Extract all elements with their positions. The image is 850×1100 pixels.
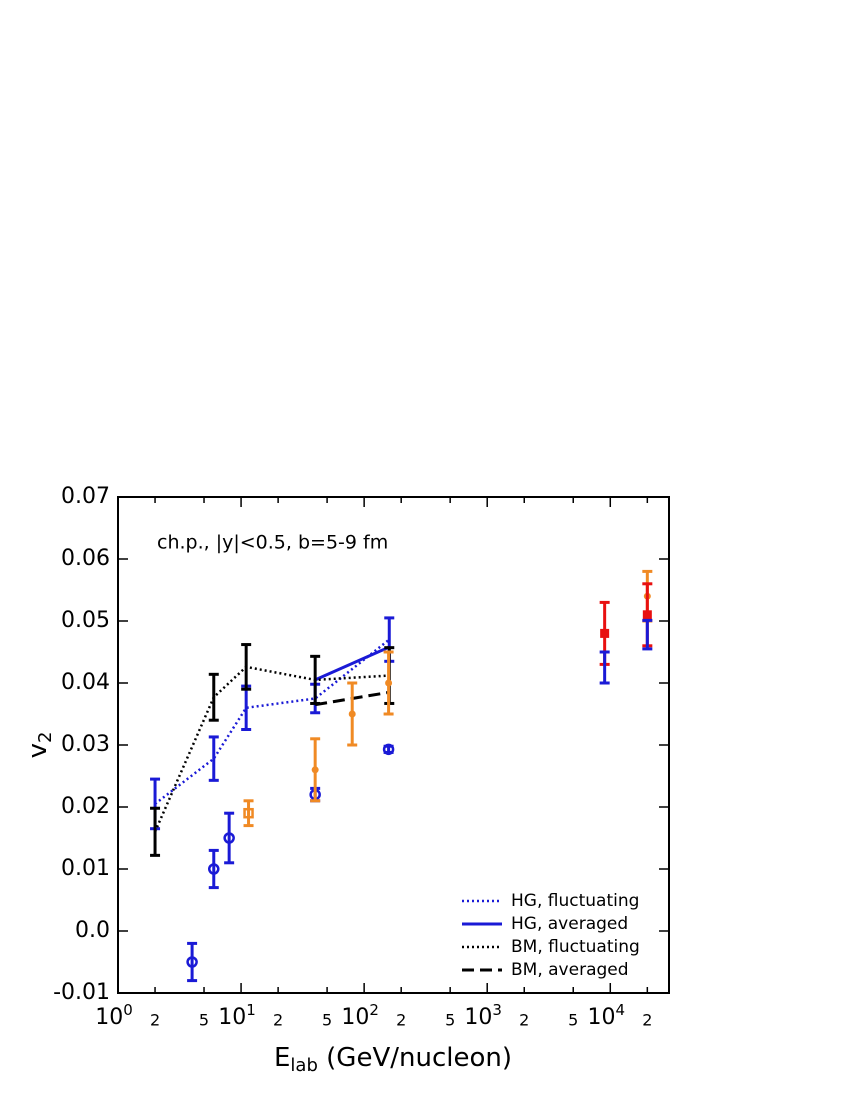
x-tick-label: 5: [568, 1011, 578, 1030]
error-bar: [243, 799, 254, 828]
x-tick-label: 5: [445, 1011, 455, 1030]
y-tick-label: 0.02: [61, 794, 110, 819]
x-tick-label: 101: [218, 1001, 256, 1031]
marker: [382, 743, 395, 756]
legend-label: BM, averaged: [511, 960, 629, 980]
error-bar: [208, 672, 219, 722]
error-bar: [187, 941, 198, 983]
legend-label: HG, averaged: [511, 914, 628, 934]
marker: [642, 610, 652, 620]
x-tick-label: 104: [588, 1001, 626, 1031]
x-tick-label: 5: [199, 1011, 209, 1030]
y-label-main: v: [23, 743, 53, 758]
x-tick-label: 2: [273, 1011, 283, 1030]
marker: [243, 807, 254, 819]
x-tick-label: 5: [322, 1011, 332, 1030]
x-tick-exponent: 0: [123, 1001, 133, 1019]
marker: [208, 863, 220, 875]
x-tick-label: 2: [642, 1011, 652, 1030]
error-bar: [599, 650, 610, 685]
x-tick-base: 10: [464, 1005, 492, 1030]
error-bar: [642, 618, 653, 651]
legend-label: HG, fluctuating: [511, 891, 639, 911]
marker: [311, 766, 319, 774]
x-tick-exponent: 3: [492, 1001, 502, 1019]
marker: [186, 956, 198, 968]
marker: [600, 628, 610, 638]
y-tick-label: 0.0: [75, 918, 110, 943]
x-tick-base: 10: [218, 1005, 246, 1030]
x-tick-label: 103: [464, 1001, 502, 1031]
x-tick-label: 2: [519, 1011, 529, 1030]
y-axis-label: v2: [23, 732, 57, 759]
x-label-rest: (GeV/nucleon): [318, 1043, 512, 1073]
y-tick-label: 0.04: [61, 670, 110, 695]
x-tick-exponent: 1: [246, 1001, 256, 1019]
y-tick-label: 0.01: [61, 856, 110, 881]
x-tick-label: 2: [150, 1011, 160, 1030]
x-tick-label: 102: [341, 1001, 379, 1031]
x-tick-exponent: 4: [616, 1001, 626, 1019]
x-tick-base: 10: [341, 1005, 369, 1030]
series-line: [153, 665, 390, 833]
x-label-sub: lab: [290, 1055, 317, 1076]
marker: [385, 679, 393, 687]
marker: [348, 710, 356, 718]
x-axis-label: Elab (GeV/nucleon): [274, 1043, 512, 1077]
x-tick-base: 10: [588, 1005, 616, 1030]
legend-label: BM, fluctuating: [511, 937, 640, 957]
error-bar: [241, 684, 252, 731]
y-tick-label: 0.03: [61, 732, 110, 757]
annotation: ch.p., |y|<0.5, b=5-9 fm: [157, 532, 388, 554]
series-line: [314, 645, 390, 682]
y-tick-label: 0.07: [61, 484, 110, 509]
x-tick-base: 10: [95, 1005, 123, 1030]
y-tick-label: 0.06: [61, 546, 110, 571]
error-bar: [150, 806, 161, 857]
y-label-sub: 2: [35, 732, 56, 743]
error-bar: [208, 735, 219, 782]
marker: [223, 832, 235, 844]
x-label-main: E: [274, 1043, 290, 1073]
y-tick-label: -0.01: [53, 980, 110, 1005]
x-tick-label: 100: [95, 1001, 133, 1031]
error-bar: [224, 811, 235, 865]
error-bar: [241, 643, 252, 691]
x-tick-exponent: 2: [369, 1001, 379, 1019]
x-tick-label: 2: [396, 1011, 406, 1030]
error-bar: [208, 848, 219, 890]
y-tick-label: 0.05: [61, 608, 110, 633]
